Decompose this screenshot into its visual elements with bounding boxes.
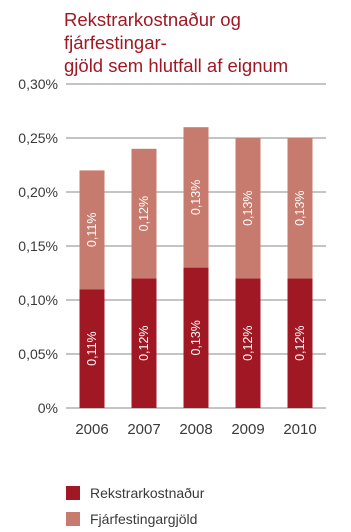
chart-title: Rekstrarkostnaður og fjárfestingar- gjöl… <box>64 8 348 77</box>
chart-title-line-1: Rekstrarkostnaður og fjárfestingar- <box>64 9 241 53</box>
legend-label-fjarfestingargjold: Fjárfestingargjöld <box>90 511 198 527</box>
chart-legend: Rekstrarkostnaður Fjárfestingargjöld <box>66 480 204 532</box>
bar-segment <box>287 278 313 408</box>
bar-data-label: 0,12% <box>137 196 151 231</box>
x-tick-label: 2009 <box>231 421 264 438</box>
bar-data-label: 0,11% <box>85 331 99 366</box>
bar-segment <box>79 289 105 408</box>
stacked-bar-chart: 0% 0,05% 0,10% 0,15% 0,20% 0,25% 0,30% 0,11% 0,1… <box>18 76 326 438</box>
bar-data-label: 0,12% <box>293 325 307 360</box>
legend-item-fjarfestingargjold: Fjárfestingargjöld <box>66 506 204 532</box>
bar-segment <box>287 138 313 279</box>
legend-item-rekstrarkostnadur: Rekstrarkostnaður <box>66 480 204 506</box>
bar-segment <box>235 278 261 408</box>
bar-data-label: 0,13% <box>241 190 255 225</box>
bar-segment <box>131 148 157 279</box>
bar-data-label: 0,11% <box>85 213 99 248</box>
bar-data-label: 0,13% <box>293 190 307 225</box>
bar-segment <box>183 267 209 408</box>
y-tick-label: 0,30% <box>18 76 58 92</box>
x-tick-label: 2008 <box>179 421 212 438</box>
x-tick-label: 2007 <box>127 421 160 438</box>
legend-swatch-fjarfestingargjold <box>66 512 80 526</box>
bar-segment <box>131 278 157 408</box>
bar-segment <box>183 127 209 268</box>
chart-title-line-2: gjöld sem hlutfall af eignum <box>64 55 289 76</box>
y-tick-label: 0,05% <box>18 346 58 362</box>
y-tick-label: 0% <box>38 400 58 416</box>
y-tick-label: 0,15% <box>18 238 58 254</box>
y-tick-label: 0,20% <box>18 184 58 200</box>
bar-data-label: 0,12% <box>241 325 255 360</box>
legend-label-rekstrarkostnadur: Rekstrarkostnaður <box>90 485 205 501</box>
bar-data-label: 0,12% <box>137 325 151 360</box>
y-tick-label: 0,25% <box>18 130 58 146</box>
bar-data-label: 0,13% <box>189 180 203 215</box>
bar-segment <box>79 170 105 290</box>
x-tick-label: 2006 <box>75 421 108 438</box>
bar-segment <box>235 138 261 279</box>
y-tick-label: 0,10% <box>18 292 58 308</box>
bar-data-label: 0,13% <box>189 320 203 355</box>
x-tick-label: 2010 <box>283 421 316 438</box>
legend-swatch-rekstrarkostnadur <box>66 486 80 500</box>
